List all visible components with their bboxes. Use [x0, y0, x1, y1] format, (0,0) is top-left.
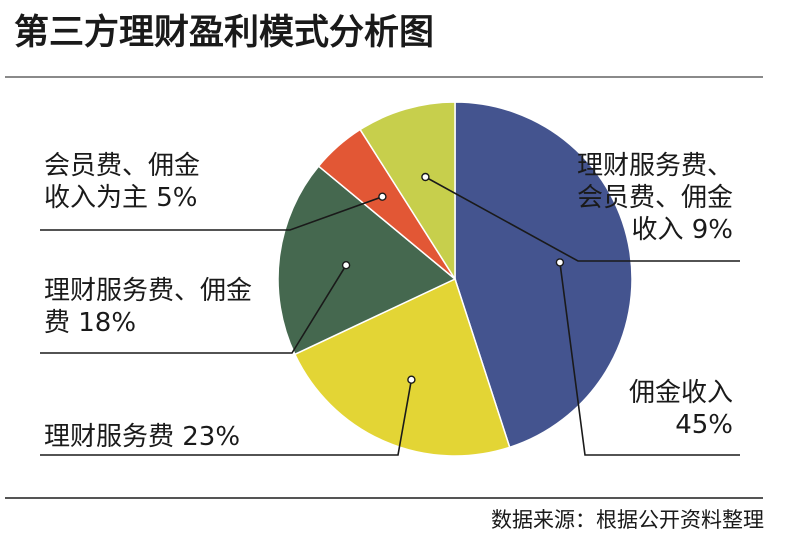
pie-slice-service-fee	[293, 277, 511, 457]
top-divider	[5, 76, 763, 78]
leader-line-service-commission	[40, 264, 347, 354]
leader-dot-service-fee	[407, 375, 416, 384]
slice-label-combined-line2: 会员费、佣金	[576, 183, 733, 213]
leader-line-combined	[425, 176, 740, 262]
bottom-divider	[5, 497, 763, 499]
pie-slice-combined	[359, 101, 456, 282]
slice-label-service-commission: 理财服务费、佣金 费 18%	[44, 275, 252, 339]
slice-label-service-fee-line1: 理财服务费 23%	[44, 422, 241, 452]
slice-label-combined-line1: 理财服务费、	[576, 151, 733, 181]
slice-label-service-fee: 理财服务费 23%	[44, 421, 240, 453]
slice-label-commission-line1: 佣金收入	[628, 378, 733, 408]
leader-line-membership	[40, 195, 383, 231]
slice-label-combined-line3: 收入 9%	[631, 215, 733, 245]
slice-label-commission-line2: 45%	[675, 410, 733, 440]
slice-label-service-commission-line2: 费 18%	[44, 308, 137, 338]
data-source-note: 数据来源：根据公开资料整理	[491, 508, 764, 532]
slice-label-membership: 会员费、佣金 收入为主 5%	[44, 150, 200, 214]
slice-label-service-commission-line1: 理财服务费、佣金	[44, 276, 253, 306]
leader-dot-membership	[378, 192, 387, 201]
pie-slice-commission	[454, 101, 633, 449]
leader-dot-service-commission	[341, 261, 351, 270]
slice-label-combined: 理财服务费、 会员费、佣金 收入 9%	[577, 150, 733, 246]
leader-dot-commission	[555, 258, 565, 267]
leader-line-service-fee	[40, 379, 413, 456]
leader-line-commission	[559, 262, 740, 456]
leader-dot-combined	[421, 172, 430, 182]
chart-title: 第三方理财盈利模式分析图	[14, 13, 435, 53]
slice-label-commission: 佣金收入 45%	[629, 377, 733, 441]
pie-slice-service-commission	[277, 165, 457, 356]
slice-label-membership-line1: 会员费、佣金	[44, 151, 201, 181]
slice-label-membership-line2: 收入为主 5%	[44, 183, 198, 213]
